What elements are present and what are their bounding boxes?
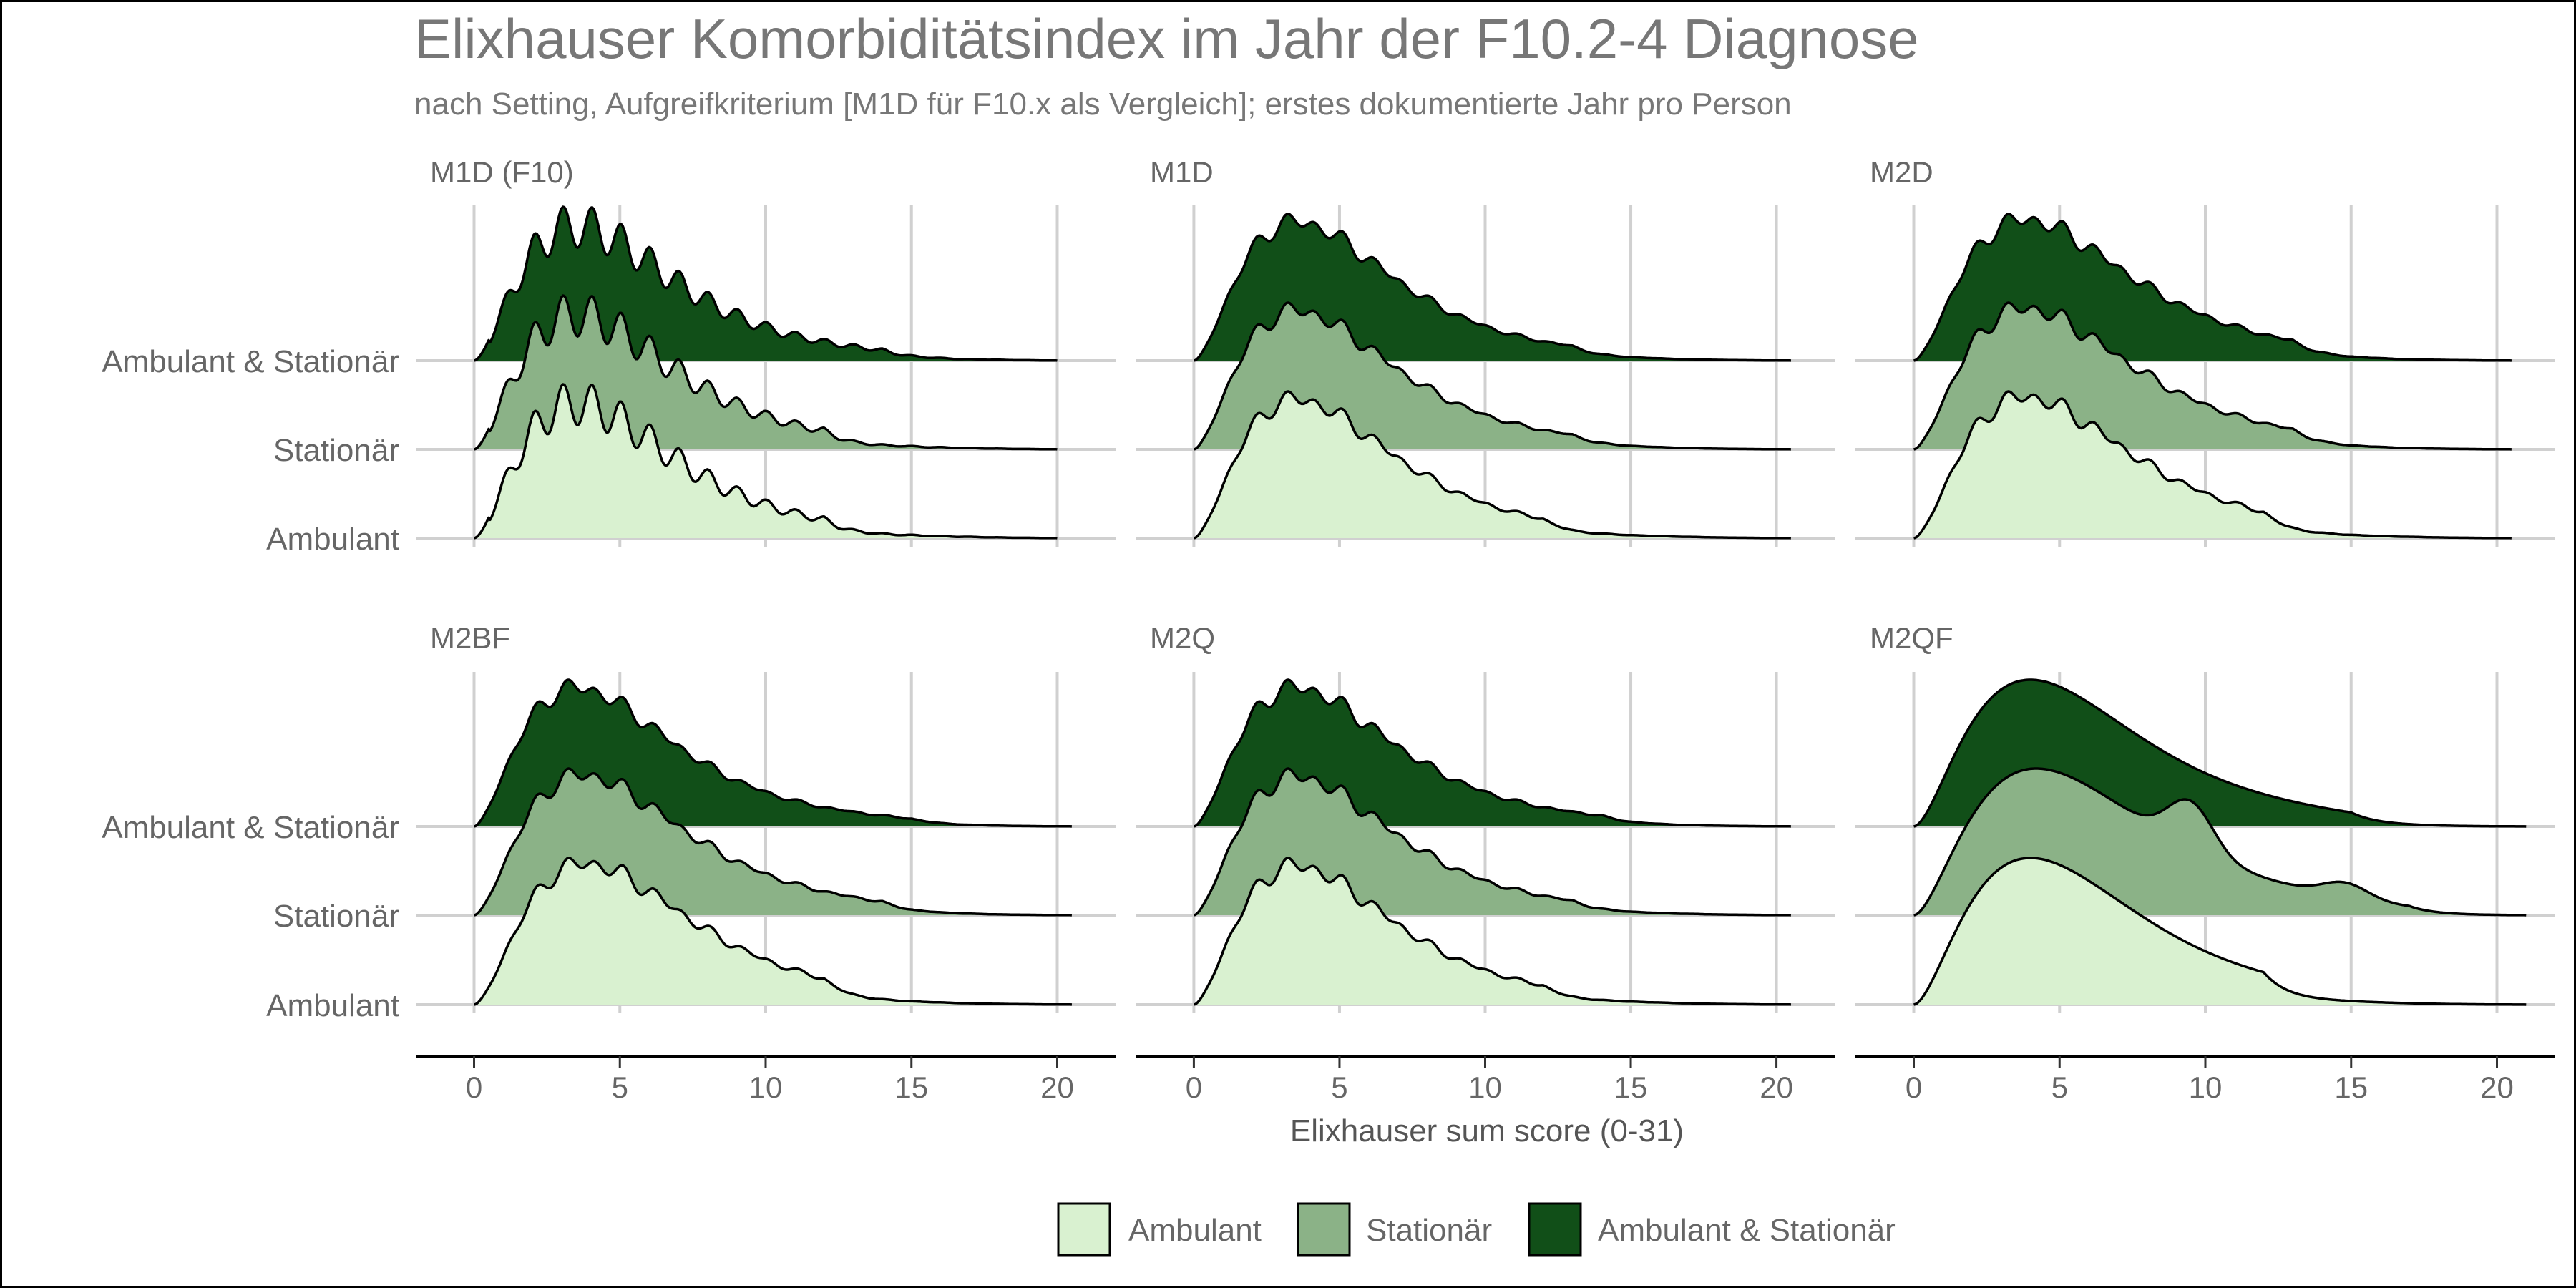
x-axis: 0 5 10 15 20 xyxy=(1855,1055,2555,1104)
x-axis: 0 5 10 15 20 xyxy=(416,1055,1116,1104)
ridge-outline xyxy=(1193,857,1792,1006)
panel-title: M2BF xyxy=(430,621,510,655)
row-label: Ambulant & Stationär xyxy=(102,344,399,379)
legend-item: Ambulant xyxy=(1057,1202,1262,1257)
x-tick-label: 20 xyxy=(1760,1070,1793,1104)
ridge-area xyxy=(1913,858,2527,1005)
legend-swatch xyxy=(1528,1202,1582,1257)
ridge-area xyxy=(474,858,1072,1005)
x-tick-label: 10 xyxy=(2189,1070,2223,1104)
panel: M2D xyxy=(1855,155,2555,547)
ridge-outline xyxy=(1913,301,2512,451)
chart-title: Elixhauser Komorbiditätsindex im Jahr de… xyxy=(414,7,1919,70)
panel-title: M1D xyxy=(1150,155,1214,189)
panel-title: M1D (F10) xyxy=(430,155,574,189)
legend-label: Stationär xyxy=(1366,1213,1492,1248)
ridge-area xyxy=(1194,391,1791,538)
ridge-outline xyxy=(1193,767,1792,917)
x-axis-label: Elixhauser sum score (0-31) xyxy=(1290,1113,1684,1148)
legend: Ambulant Stationär Ambulant & Stationär xyxy=(1057,1202,1896,1257)
panel-title: M2Q xyxy=(1150,621,1215,655)
ridge-outline xyxy=(473,294,1058,451)
panel-title: M2QF xyxy=(1870,621,1953,655)
row-label: Ambulant xyxy=(266,522,399,557)
ridge-outline xyxy=(1193,678,1792,828)
panel: M2QF xyxy=(1855,621,2555,1013)
x-tick-label: 10 xyxy=(749,1070,783,1104)
ridge-outline xyxy=(473,383,1058,540)
x-axis: 0 5 10 15 20 xyxy=(1136,1055,1835,1104)
legend-swatch xyxy=(1297,1202,1351,1257)
legend-swatch xyxy=(1057,1202,1111,1257)
ridge-area xyxy=(474,384,1058,538)
legend-item: Ambulant & Stationär xyxy=(1528,1202,1896,1257)
row-label: Ambulant & Stationär xyxy=(102,810,399,845)
x-tick-label: 10 xyxy=(1468,1070,1502,1104)
x-tick-label: 5 xyxy=(612,1070,628,1104)
x-tick-label: 15 xyxy=(894,1070,928,1104)
x-tick-label: 0 xyxy=(1186,1070,1202,1104)
x-tick-label: 0 xyxy=(1906,1070,1922,1104)
ridge-outline xyxy=(1193,390,1792,540)
row-label: Ambulant xyxy=(266,988,399,1023)
ridge-area xyxy=(1913,391,2512,538)
legend-label: Ambulant & Stationär xyxy=(1598,1213,1896,1248)
ridge-outline xyxy=(474,767,1073,917)
ridge-outline xyxy=(473,205,1058,362)
ridge-outline xyxy=(1193,301,1792,451)
row-label: Stationär xyxy=(273,899,399,934)
ridge-outline xyxy=(474,857,1073,1006)
ridge-area xyxy=(1194,858,1791,1005)
ridge-outline xyxy=(1913,767,2527,917)
x-tick-label: 15 xyxy=(2334,1070,2368,1104)
ridge-outline xyxy=(1913,213,2512,362)
row-label: Stationär xyxy=(273,433,399,468)
x-tick-label: 0 xyxy=(466,1070,482,1104)
panel: M1D xyxy=(1136,155,1835,547)
x-tick-label: 20 xyxy=(1040,1070,1074,1104)
ridge-outline xyxy=(1913,857,2527,1006)
ridge-outline xyxy=(1913,678,2527,828)
x-tick-label: 5 xyxy=(1331,1070,1347,1104)
ridge-outline xyxy=(473,678,1073,828)
x-tick-label: 15 xyxy=(1614,1070,1648,1104)
chart-panels: M1D (F10) Ambulant & Stationär Stationär Am… xyxy=(102,155,2555,1023)
x-tick-label: 20 xyxy=(2480,1070,2514,1104)
panel: M1D (F10) Ambulant & Stationär Stationär Am… xyxy=(102,155,1116,557)
ridge-outline xyxy=(1193,213,1792,362)
chart-subtitle: nach Setting, Aufgreifkriterium [M1D für… xyxy=(414,87,1792,122)
x-tick-label: 5 xyxy=(2051,1070,2068,1104)
x-axes: 0 5 10 15 20 0 5 10 15 20 0 5 10 15 20 xyxy=(416,1055,2555,1104)
panel-title: M2D xyxy=(1870,155,1933,189)
legend-item: Stationär xyxy=(1297,1202,1492,1257)
panel: M2Q xyxy=(1136,621,1835,1013)
ridge-outline xyxy=(1913,390,2512,540)
panel: M2BF Ambulant & Stationär Stationär Ambulan… xyxy=(102,621,1116,1023)
legend-label: Ambulant xyxy=(1128,1213,1262,1248)
